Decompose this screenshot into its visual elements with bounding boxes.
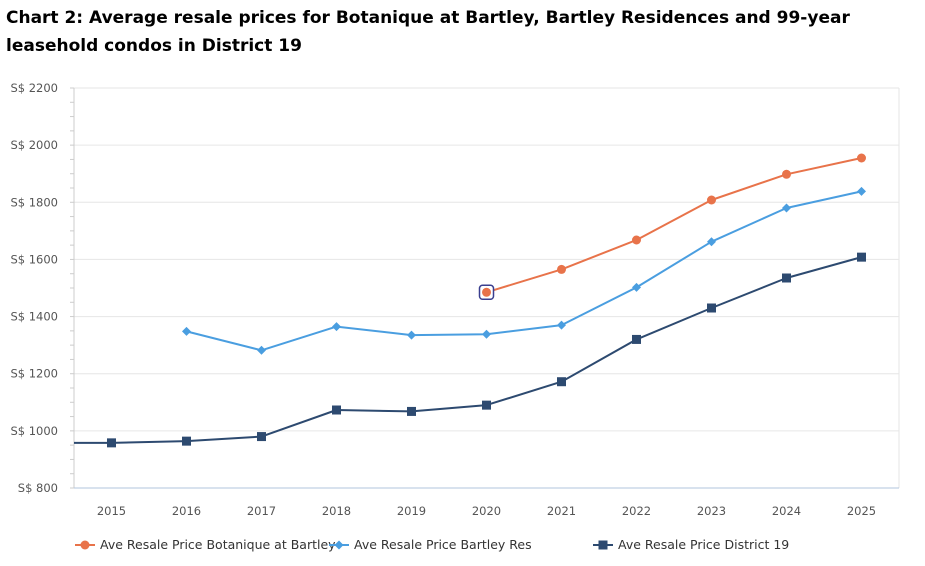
y-tick-label: S$ 2200 bbox=[10, 81, 58, 95]
y-tick-label: S$ 1400 bbox=[10, 310, 58, 324]
series-2-point bbox=[707, 237, 716, 247]
series-3-point bbox=[182, 436, 191, 446]
series-2-point bbox=[857, 186, 866, 196]
x-tick-label: 2024 bbox=[772, 504, 801, 518]
series-line-3 bbox=[73, 256, 862, 444]
legend-label: Ave Resale Price Bartley Res bbox=[354, 537, 532, 552]
series-3-point bbox=[557, 377, 566, 387]
y-tick-label: S$ 1600 bbox=[10, 252, 58, 266]
y-tick-label: S$ 2000 bbox=[10, 138, 58, 152]
series-3-point bbox=[482, 400, 491, 410]
y-tick-label: S$ 1800 bbox=[10, 195, 58, 209]
series-1-point bbox=[632, 235, 641, 245]
series-3-point bbox=[632, 334, 641, 344]
legend-symbol bbox=[329, 540, 349, 549]
series-line-2 bbox=[186, 190, 862, 352]
series-2-point bbox=[557, 320, 566, 330]
x-tick-label: 2021 bbox=[547, 504, 576, 518]
legend-marker bbox=[598, 540, 608, 549]
series-3-point bbox=[857, 252, 866, 262]
legend-label: Ave Resale Price Botanique at Bartley bbox=[100, 537, 336, 552]
series-line-1 bbox=[486, 157, 862, 294]
legend-item-2[interactable]: Ave Resale Price Bartley Res bbox=[328, 537, 532, 552]
y-tick-label: S$ 1000 bbox=[10, 424, 58, 438]
series-3-point bbox=[407, 406, 416, 416]
legend-marker bbox=[334, 540, 344, 549]
x-tick-label: 2015 bbox=[97, 504, 126, 518]
x-tick-label: 2016 bbox=[172, 504, 201, 518]
legend-label: Ave Resale Price District 19 bbox=[618, 537, 790, 552]
series-2-point bbox=[182, 326, 191, 336]
x-tick-label: 2025 bbox=[847, 504, 876, 518]
series-1-point bbox=[482, 287, 491, 297]
series-lines bbox=[73, 157, 862, 444]
legend-item-3[interactable]: Ave Resale Price District 19 bbox=[592, 537, 789, 552]
series-3-point bbox=[107, 438, 116, 448]
grid-lines bbox=[74, 87, 900, 488]
x-tick-label: 2018 bbox=[322, 504, 351, 518]
series-1-point bbox=[782, 169, 791, 179]
y-axis-tick-labels: S$ 800 S$ 1000 S$ 1200 S$ 1400 S$ 1600 S$ 180… bbox=[10, 81, 58, 495]
series-2-point bbox=[782, 203, 791, 213]
x-tick-label: 2019 bbox=[397, 504, 426, 518]
x-tick-label: 2023 bbox=[697, 504, 726, 518]
series-3-point bbox=[332, 405, 341, 415]
x-tick-label: 2020 bbox=[472, 504, 501, 518]
x-axis-tick-labels: 2015 2016 2017 2018 2019 2020 2021 2022 2023 2024… bbox=[97, 504, 876, 518]
series-2-point bbox=[257, 345, 266, 355]
series-1-point bbox=[857, 153, 866, 163]
series-2-point bbox=[407, 330, 416, 340]
y-tick-label: S$ 800 bbox=[18, 481, 58, 495]
series-3-point bbox=[257, 432, 266, 442]
series-3-point bbox=[782, 273, 791, 283]
series-1-point bbox=[557, 264, 566, 274]
series-markers bbox=[107, 153, 866, 448]
series-2-point bbox=[482, 329, 491, 339]
series-3-point bbox=[707, 303, 716, 313]
x-tick-label: 2017 bbox=[247, 504, 276, 518]
series-2-point bbox=[632, 282, 641, 292]
legend-item-1[interactable]: Ave Resale Price Botanique at Bartley bbox=[74, 537, 336, 552]
legend-marker bbox=[80, 540, 90, 549]
chart-title: Chart 2: Average resale prices for Botan… bbox=[6, 8, 850, 56]
legend-symbol bbox=[593, 540, 613, 549]
series-2-point bbox=[332, 322, 341, 332]
y-tick-label: S$ 1200 bbox=[10, 367, 58, 381]
axes bbox=[70, 87, 899, 489]
x-tick-label: 2022 bbox=[622, 504, 651, 518]
legend-symbol bbox=[75, 540, 95, 549]
series-1-point bbox=[707, 195, 716, 205]
